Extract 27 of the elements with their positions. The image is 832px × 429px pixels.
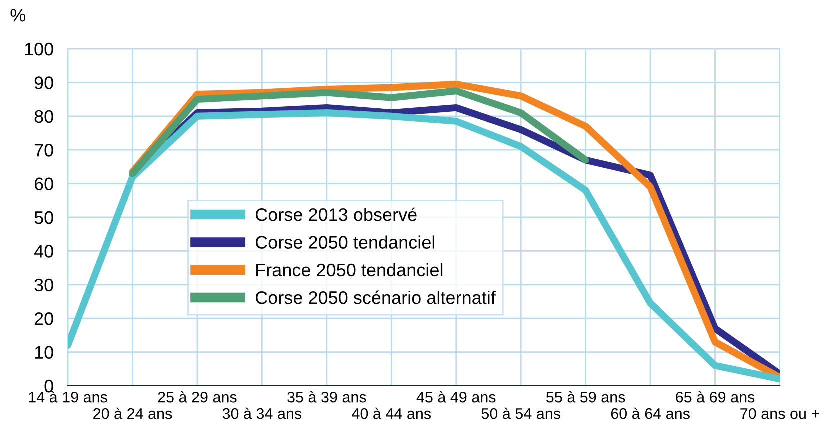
- x-tick-label: 65 à 69 ans: [676, 391, 755, 403]
- legend-label: Corse 2050 tendanciel: [256, 236, 435, 249]
- y-tick-label: 40: [34, 245, 54, 258]
- x-tick-label: 60 à 64 ans: [611, 408, 690, 420]
- x-tick-label: 45 à 49 ans: [416, 391, 496, 403]
- y-tick-label: 80: [34, 110, 54, 124]
- y-tick-label: 90: [34, 76, 54, 90]
- y-tick-label: 100: [25, 42, 54, 56]
- y-tick-label: 30: [34, 278, 54, 292]
- legend-label: Corse 2013 observé: [256, 208, 417, 222]
- x-tick-label: 35 à 39 ans: [288, 391, 366, 403]
- y-tick-label: 70: [34, 144, 54, 157]
- y-tick-label: 50: [34, 211, 54, 224]
- x-tick-label: 55 à 59 ans: [546, 391, 626, 403]
- legend-label: Corse 2050 scénario alternatif: [256, 290, 496, 304]
- y-tick-label: 0: [44, 380, 54, 393]
- x-tick-label: 70 ans ou +: [740, 408, 820, 420]
- x-tick-label: 20 à 24 ans: [94, 408, 172, 420]
- x-tick-label: 30 à 34 ans: [222, 408, 302, 420]
- x-tick-label: 40 à 44 ans: [352, 408, 432, 420]
- x-tick-label: 50 à 54 ans: [482, 408, 560, 420]
- x-tick-label: 25 à 29 ans: [158, 391, 237, 403]
- y-axis-title: %: [10, 9, 26, 22]
- y-tick-label: 20: [34, 312, 54, 326]
- y-tick-label: 60: [34, 178, 54, 191]
- y-tick-label: 10: [35, 346, 54, 360]
- legend-label: France 2050 tendanciel: [256, 263, 443, 277]
